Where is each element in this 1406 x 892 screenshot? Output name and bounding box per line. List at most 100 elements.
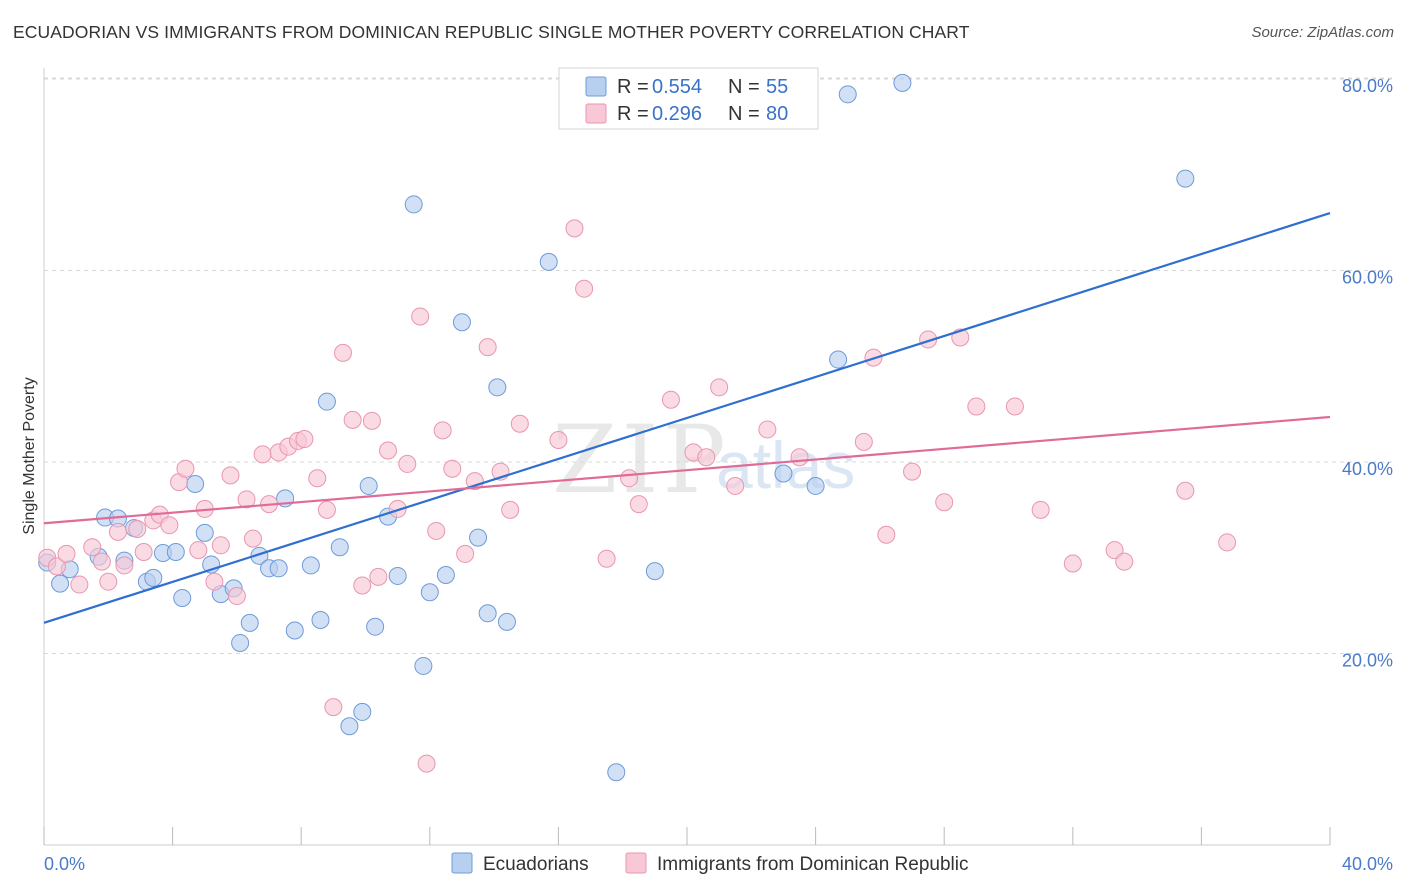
scatter-point-pink <box>57 544 76 563</box>
series-legend-swatch-blue <box>451 852 473 874</box>
scatter-point-pink <box>433 421 452 440</box>
legend-r-label-2: R = <box>617 103 649 125</box>
scatter-point-pink <box>967 397 986 416</box>
scatter-point-pink <box>134 543 153 562</box>
scatter-point-blue <box>838 85 857 104</box>
scatter-point-pink <box>1115 552 1134 571</box>
scatter-point-pink <box>176 459 195 478</box>
scatter-point-pink <box>227 587 246 606</box>
scatter-point-pink <box>324 698 343 717</box>
scatter-point-pink <box>388 499 407 518</box>
y-tick-label: 60.0% <box>1342 268 1393 288</box>
scatter-point-blue <box>806 476 825 495</box>
scatter-point-pink <box>362 411 381 430</box>
scatter-point-blue <box>436 565 455 584</box>
scatter-point-pink <box>308 469 327 488</box>
series-legend-label-2: Immigrants from Dominican Republic <box>657 854 969 875</box>
scatter-point-blue <box>388 566 407 585</box>
scatter-point-pink <box>108 522 127 541</box>
scatter-point-blue <box>893 73 912 92</box>
scatter-point-pink <box>237 490 256 509</box>
scatter-point-blue <box>607 763 626 782</box>
scatter-point-blue <box>539 252 558 271</box>
scatter-point-pink <box>790 448 809 467</box>
scatter-point-pink <box>935 493 954 512</box>
y-tick-labels: 20.0% 40.0% 60.0% 80.0% <box>1342 76 1393 671</box>
legend-n-value-2: 80 <box>766 103 788 125</box>
x-tick-marks <box>43 827 1331 845</box>
scatter-point-pink <box>398 454 417 473</box>
y-tick-label: 40.0% <box>1342 459 1393 479</box>
scatter-point-pink <box>253 445 272 464</box>
y-tick-label: 20.0% <box>1342 651 1393 671</box>
x-tick-labels: 0.0% 40.0% <box>44 854 1393 874</box>
scatter-point-pink <box>758 420 777 439</box>
scatter-point-pink <box>1063 554 1082 573</box>
scatter-point-blue <box>774 464 793 483</box>
legend-swatch-pink <box>585 103 607 124</box>
scatter-point-pink <box>128 520 147 539</box>
scatter-point-pink <box>47 557 66 576</box>
scatter-point-pink <box>379 441 398 460</box>
scatter-point-blue <box>414 656 433 675</box>
scatter-point-pink <box>70 575 89 594</box>
scatter-point-pink <box>369 567 388 586</box>
scatter-point-blue <box>488 378 507 397</box>
grid-lines <box>44 77 1392 654</box>
scatter-point-blue <box>144 568 163 587</box>
scatter-point-pink <box>726 476 745 495</box>
scatter-point-pink <box>697 448 716 467</box>
scatter-point-pink <box>549 430 568 449</box>
legend-swatch-blue <box>585 76 607 97</box>
scatter-point-blue <box>166 543 185 562</box>
scatter-point-blue <box>340 717 359 736</box>
scatter-point-pink <box>854 432 873 451</box>
scatter-point-pink <box>478 338 497 357</box>
scatter-point-blue <box>195 523 214 542</box>
scatter-point-pink <box>205 572 224 591</box>
scatter-point-pink <box>115 556 134 575</box>
scatter-point-pink <box>333 343 352 362</box>
scatter-point-pink <box>1005 397 1024 416</box>
scatter-point-pink <box>877 525 896 544</box>
chart-source: Source: ZipAtlas.com <box>1251 24 1394 41</box>
scatter-point-pink <box>221 466 240 485</box>
scatter-point-pink <box>411 307 430 326</box>
scatter-point-pink <box>353 576 372 595</box>
series-legend: Ecuadorians Immigrants from Dominican Re… <box>451 852 969 875</box>
scatter-point-blue <box>469 528 488 547</box>
scatter-point-pink <box>160 516 179 535</box>
legend-n-label-1: N = <box>728 76 760 98</box>
scatter-point-pink <box>620 469 639 488</box>
scatter-point-blue <box>301 556 320 575</box>
x-tick-label: 0.0% <box>44 854 85 874</box>
legend-r-label-1: R = <box>617 76 649 98</box>
scatter-point-blue <box>186 475 205 494</box>
scatter-point-pink <box>343 410 362 429</box>
stats-legend: R = 0.554 N = 55 R = 0.296 N = 80 <box>558 67 819 130</box>
scatter-point-blue <box>330 538 349 557</box>
series-legend-swatch-pink <box>625 852 647 874</box>
scatter-point-blue <box>317 392 336 411</box>
trend-lines <box>43 212 1331 624</box>
scatter-point-pink <box>1031 500 1050 519</box>
scatter-point-pink <box>1105 541 1124 560</box>
scatter-point-pink <box>417 754 436 773</box>
scatter-point-pink <box>92 552 111 571</box>
scatter-point-pink <box>189 541 208 560</box>
x-tick-label: 40.0% <box>1342 854 1393 874</box>
legend-r-value-1: 0.554 <box>652 76 702 98</box>
scatter-point-blue <box>404 195 423 214</box>
scatter-point-pink <box>99 572 118 591</box>
y-tick-label: 80.0% <box>1342 76 1393 96</box>
scatter-point-blue <box>366 617 385 636</box>
scatter-point-blue <box>829 350 848 369</box>
scatter-point-pink <box>317 500 336 519</box>
series-legend-label-1: Ecuadorians <box>483 854 589 875</box>
scatter-point-blue <box>51 574 70 593</box>
scatter-point-blue <box>420 583 439 602</box>
scatter-point-pink <box>565 219 584 238</box>
scatter-point-blue <box>359 476 378 495</box>
scatter-point-blue <box>231 633 250 652</box>
